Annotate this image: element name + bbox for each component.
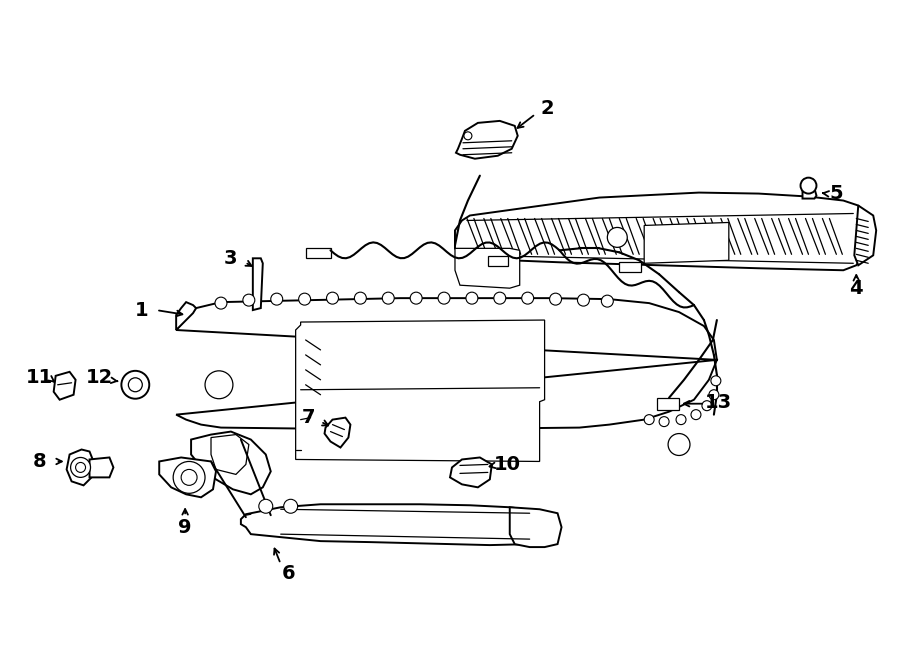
- Polygon shape: [450, 457, 491, 487]
- Polygon shape: [89, 457, 113, 477]
- Circle shape: [355, 292, 366, 304]
- Polygon shape: [306, 248, 330, 258]
- Circle shape: [284, 499, 298, 513]
- Text: 10: 10: [494, 455, 521, 474]
- Polygon shape: [644, 222, 729, 263]
- Text: 12: 12: [86, 368, 113, 387]
- Circle shape: [644, 414, 654, 424]
- Text: 4: 4: [850, 279, 863, 298]
- Circle shape: [205, 371, 233, 399]
- Circle shape: [608, 228, 627, 248]
- Circle shape: [550, 293, 562, 305]
- Polygon shape: [325, 418, 350, 448]
- Polygon shape: [455, 193, 863, 270]
- Circle shape: [659, 416, 669, 426]
- Circle shape: [601, 295, 613, 307]
- Circle shape: [327, 292, 338, 304]
- Circle shape: [299, 293, 310, 305]
- Circle shape: [691, 410, 701, 420]
- Polygon shape: [488, 256, 508, 266]
- Polygon shape: [296, 320, 544, 461]
- Circle shape: [466, 292, 478, 304]
- Text: 8: 8: [33, 452, 47, 471]
- Circle shape: [181, 469, 197, 485]
- Text: 11: 11: [26, 368, 53, 387]
- Polygon shape: [854, 205, 877, 265]
- Circle shape: [464, 132, 472, 140]
- Circle shape: [676, 414, 686, 424]
- Polygon shape: [803, 189, 816, 199]
- Polygon shape: [456, 121, 518, 159]
- Circle shape: [438, 292, 450, 304]
- Circle shape: [70, 457, 91, 477]
- Polygon shape: [176, 302, 196, 330]
- Polygon shape: [54, 372, 76, 400]
- Text: 13: 13: [706, 393, 733, 412]
- Polygon shape: [191, 432, 271, 495]
- Text: 9: 9: [178, 518, 192, 537]
- Circle shape: [522, 292, 534, 304]
- Circle shape: [668, 434, 690, 455]
- Circle shape: [271, 293, 283, 305]
- Polygon shape: [619, 262, 641, 272]
- Polygon shape: [241, 504, 557, 545]
- Circle shape: [129, 378, 142, 392]
- Text: 6: 6: [282, 565, 295, 583]
- Circle shape: [494, 292, 506, 304]
- Circle shape: [702, 401, 712, 410]
- Circle shape: [259, 499, 273, 513]
- Circle shape: [173, 461, 205, 493]
- Circle shape: [578, 294, 590, 306]
- Text: 7: 7: [302, 408, 315, 427]
- Circle shape: [709, 390, 719, 400]
- Circle shape: [382, 292, 394, 304]
- Circle shape: [711, 376, 721, 386]
- Polygon shape: [211, 434, 248, 475]
- Polygon shape: [159, 457, 216, 497]
- Circle shape: [800, 177, 816, 193]
- Polygon shape: [253, 258, 263, 310]
- Text: 5: 5: [830, 184, 843, 203]
- Polygon shape: [176, 298, 717, 430]
- Polygon shape: [657, 398, 679, 410]
- Text: 1: 1: [134, 301, 148, 320]
- Polygon shape: [509, 507, 562, 547]
- Circle shape: [122, 371, 149, 399]
- Polygon shape: [67, 449, 94, 485]
- Text: 3: 3: [224, 249, 238, 268]
- Circle shape: [410, 292, 422, 304]
- Circle shape: [243, 294, 255, 306]
- Text: 2: 2: [541, 99, 554, 118]
- Polygon shape: [455, 248, 519, 288]
- Circle shape: [215, 297, 227, 309]
- Circle shape: [76, 463, 86, 473]
